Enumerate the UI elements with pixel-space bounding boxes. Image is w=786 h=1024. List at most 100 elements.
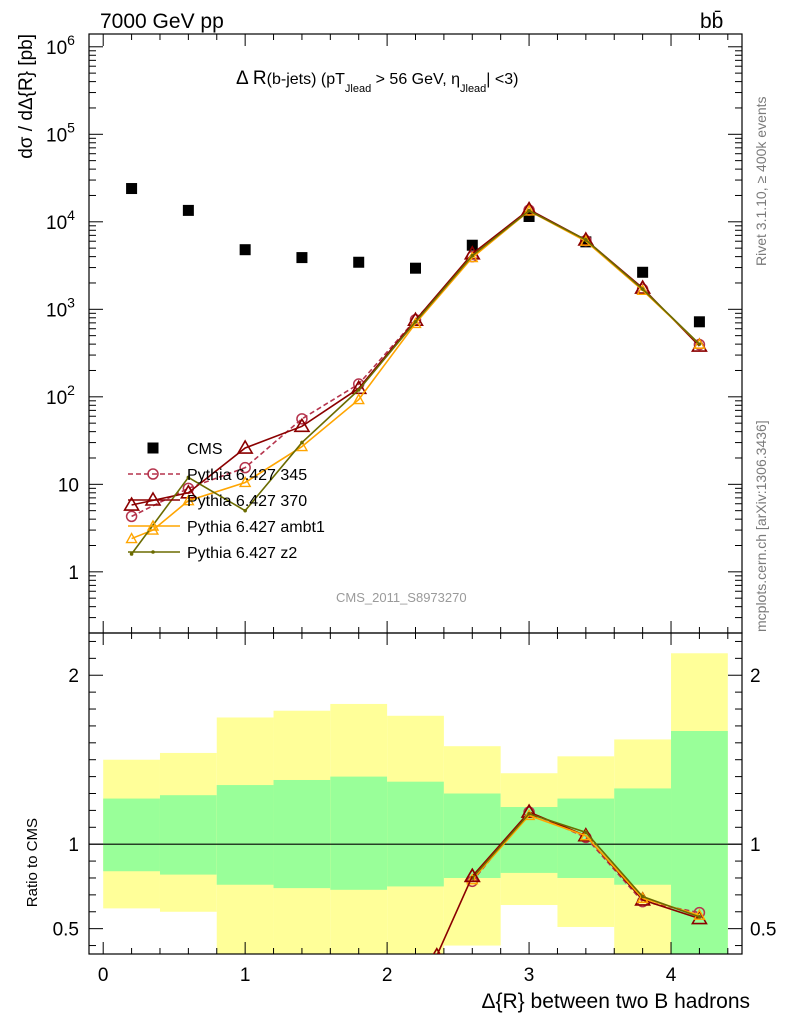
band-inner [387,781,444,887]
ratio-y-axis-label: Ratio to CMS [24,818,41,907]
x-tick-label: 3 [524,965,535,986]
ratio-y-tick-label: 2 [68,666,79,687]
main-point-data [126,183,138,195]
main-point-z2 [413,319,418,324]
main-point-ambt1 [579,234,593,246]
y-tick-label: 1 [68,563,79,584]
main-point-z2 [186,475,191,480]
y-tick-label: 102 [46,382,75,409]
x-tick-label: 0 [98,965,109,986]
main-frame [88,33,743,634]
main-point-data [353,256,365,268]
legend-label: Pythia 6.427 z2 [187,545,297,562]
y-tick-label: 104 [46,207,75,234]
ratio-point-z2 [527,811,531,816]
main-point-data [296,252,308,264]
main-point-ambt1 [125,532,138,544]
legend-label: Pythia 6.427 370 [187,493,307,510]
legend-label: Pythia 6.427 ambt1 [187,519,325,536]
plot-title-suffix: | <3) [486,71,518,88]
band-inner [330,776,388,890]
main-series [123,183,708,556]
ratio-series [432,803,708,954]
band-inner [443,793,501,878]
y-tick-label: 105 [46,119,75,146]
main-point-data [182,204,194,216]
plot-title-prefix: Δ R [236,68,267,89]
legend-marker-ambt1 [146,519,160,531]
legend-marker-data [147,442,159,454]
main-point-data [239,244,251,256]
ratio-y-tick-label-right: 1 [750,835,761,856]
main-point-data [466,239,478,251]
x-tick-label: 2 [382,965,393,986]
main-point-py370 [236,439,254,454]
ratio-y-tick-label-right: 2 [750,666,761,687]
band-inner [671,730,728,954]
main-point-z2 [697,342,702,346]
main-point-z2 [300,440,304,445]
main-axes: 0 1 2 3 4 1 10 102 103 104 105 106 0.5 0.5 1 1 2 2 [46,32,776,986]
plot-title-sub1: Jlead [345,83,371,95]
main-point-z2 [129,552,134,556]
legend-marker-z2 [151,550,155,554]
legend: CMS Pythia 6.427 345 Pythia 6.427 370 Pythi… [128,441,325,562]
x-tick-label: 1 [240,965,251,986]
main-point-py370 [179,484,197,499]
ratio-point-z2 [697,915,702,919]
ratio-point-py370 [463,867,481,883]
main-point-data [523,210,535,222]
main-line-py370 [131,208,700,506]
legend-label: Pythia 6.427 345 [187,467,307,484]
y-tick-label: 103 [46,294,75,321]
main-point-ambt1 [182,494,195,506]
band-inner [103,798,160,872]
legend-label: CMS [187,441,223,458]
y-tick-label: 106 [46,32,75,59]
main-point-data [410,262,421,274]
main-point-py345 [125,510,138,523]
band-inner [159,795,217,875]
main-point-py345 [239,461,251,474]
band-inner [273,779,331,889]
energy-label: 7000 GeV pp [100,10,224,33]
ratio-point-z2 [640,894,645,899]
ratio-point-py370 [520,803,538,818]
plot-title-mid: > 56 GeV, η [371,71,460,88]
main-point-ambt1 [238,476,252,488]
band-inner [500,807,558,873]
ratio-uncertainty-bands [103,653,728,954]
ratio-point-ambt1 [693,908,706,920]
main-point-z2 [356,388,361,392]
rivet-label: Rivet 3.1.10, ≥ 400k events [753,96,769,266]
source-label: mcplots.cern.ch [arXiv:1306.3436] [753,420,769,632]
main-point-z2 [584,238,588,242]
x-axis-label: Δ{R} between two B hadrons [481,990,750,1013]
main-point-data [693,316,705,328]
analysis-id: CMS_2011_S8973270 [336,590,467,605]
legend-marker-py370 [144,491,162,506]
ratio-y-tick-label: 0.5 [53,920,79,941]
main-point-z2 [640,287,645,291]
ratio-y-tick-label: 1 [68,835,79,856]
plot-title-sub2: Jlead [460,83,486,95]
main-point-py370 [123,496,140,511]
x-tick-label: 4 [666,965,677,986]
main-line-ambt1 [131,210,700,540]
band-inner [614,788,672,885]
ratio-point-z2 [584,830,588,835]
plot-title: Δ R(b-jets) (pTJlead > 56 GeV, ηJlead| <… [236,68,518,95]
main-point-z2 [243,508,247,513]
main-point-py345 [296,413,308,425]
ratio-line-py370 [436,875,474,954]
main-point-z2 [470,253,475,258]
main-point-z2 [527,208,531,213]
main-point-data [637,266,649,278]
ratio-point-ambt1 [466,873,479,885]
band-inner [216,785,274,885]
ratio-y-tick-label-right: 0.5 [750,920,776,941]
main-point-ambt1 [352,393,365,405]
main-point-ambt1 [522,204,536,216]
main-point-ambt1 [693,337,706,349]
